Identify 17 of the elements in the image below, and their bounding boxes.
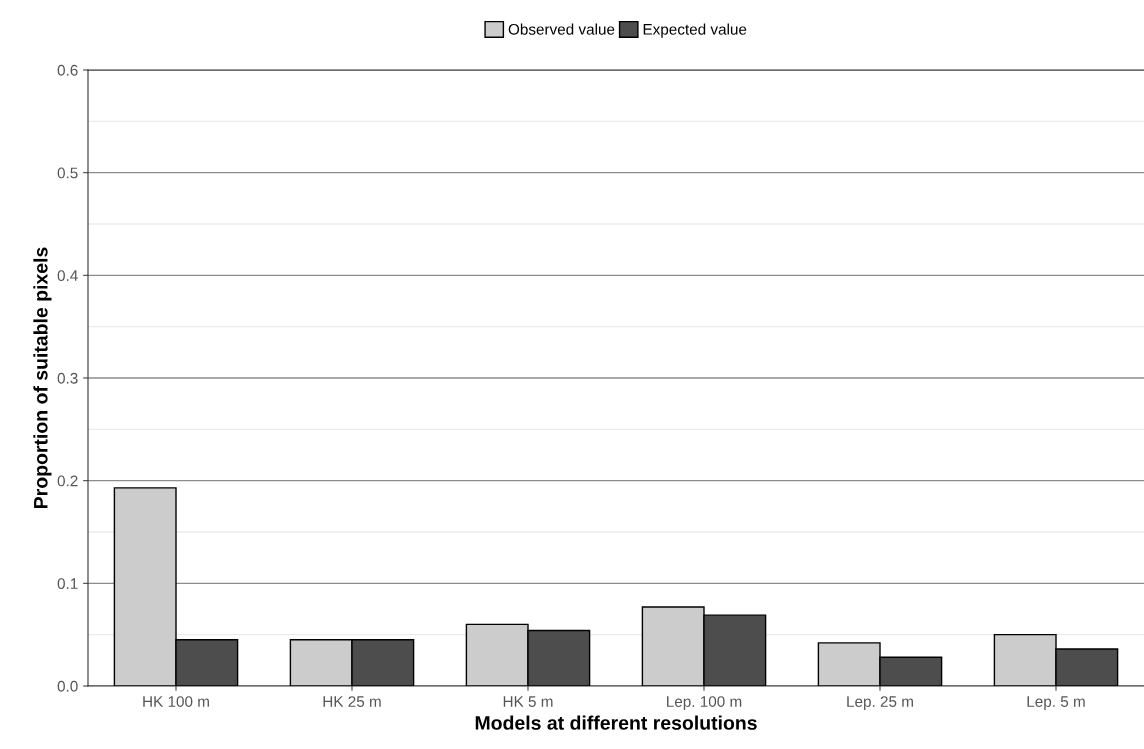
x-tick-label: Lep. 100 m [667,696,742,710]
y-tick-label: 0.5 [57,167,78,179]
legend-label: Expected value [643,23,747,38]
y-axis-title: Proportion of suitable pixels [33,247,52,508]
y-tick-label: 0.3 [57,372,78,384]
x-tick-label: HK 100 m [143,696,209,707]
x-tick-label: HK 25 m [323,696,381,707]
x-axis-title: Models at different resolutions [475,715,757,730]
y-tick-label: 0.1 [57,578,78,590]
y-tick-label: 0.6 [57,64,78,76]
y-tick-label: 0.4 [57,270,78,282]
x-tick-label: Lep. 5 m [1027,696,1085,710]
x-tick-label: Lep. 25 m [847,696,913,710]
legend-label: Observed value [508,23,615,35]
y-tick-label: 0.2 [57,475,78,487]
y-tick-label: 0.0 [57,680,78,692]
x-tick-label: HK 5 m [503,696,553,707]
